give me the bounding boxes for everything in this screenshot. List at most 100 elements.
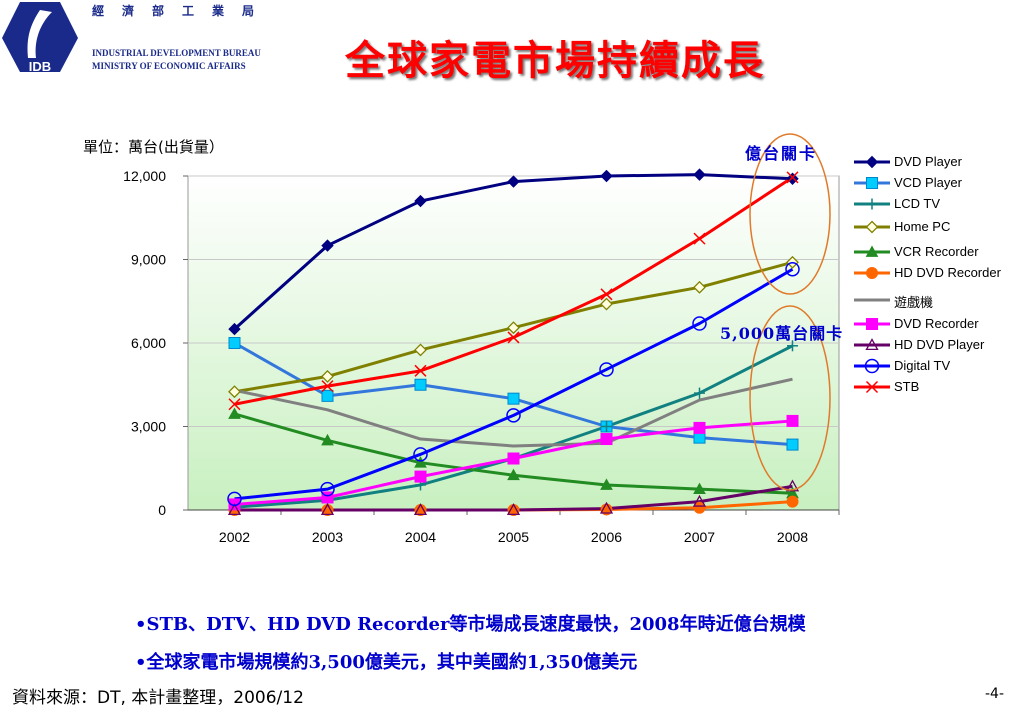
data-point-dvd-player	[786, 172, 799, 185]
data-point-dvd-recorder	[507, 452, 520, 465]
annotation-5000: 5,000萬台關卡	[720, 324, 844, 343]
note-bullet-1: •STB、DTV、HD DVD Recorder等市場成長速度最快，2008年時…	[135, 614, 806, 635]
annotation-ellipse-top	[749, 133, 831, 295]
note-bullet-2: •全球家電市場規模約3,500億美元，其中美國約1,350億美元	[135, 652, 638, 673]
data-point-lcd-tv	[601, 421, 612, 432]
data-point-lcd-tv	[694, 387, 705, 399]
series-line-digital-tv	[234, 267, 794, 501]
legend-label: HD DVD Player	[894, 337, 985, 352]
data-point-vcr-recorder	[507, 468, 520, 481]
legend-label: VCD Player	[894, 175, 962, 190]
data-point-home-pc	[600, 297, 613, 311]
y-tick-label: 12,000	[123, 168, 166, 184]
x-tick-label: 2008	[777, 529, 808, 545]
data-point-dvd-recorder	[321, 491, 334, 504]
data-point-vcr-recorder	[600, 478, 613, 490]
data-point-stb	[414, 364, 427, 377]
legend-marker-icon	[864, 358, 880, 374]
legend-swatch	[854, 245, 890, 257]
legend-marker-icon	[866, 177, 878, 189]
y-tick-label: 9,000	[131, 252, 166, 268]
markers-group	[227, 168, 800, 516]
source-note: 資料來源：DT, 本計畫整理，2006/12	[12, 688, 304, 708]
legend-item-digital-tv: Digital TV	[852, 356, 1022, 376]
legend-item-dvd-recorder: DVD Recorder	[852, 314, 1022, 334]
data-point-vcd-player	[414, 378, 427, 391]
data-point-home-pc	[507, 321, 520, 335]
data-point-vcr-recorder	[321, 433, 334, 446]
data-point-digital-tv	[599, 362, 614, 377]
data-point-dvd-player	[507, 175, 520, 188]
data-point-digital-tv	[320, 481, 335, 497]
org-name-zh: 經濟部工業局	[92, 4, 273, 18]
legend-swatch	[854, 198, 890, 210]
legend-item-hd-dvd-player: HD DVD Player	[852, 335, 1022, 355]
page-number: -4-	[985, 686, 1005, 702]
legend-swatch	[854, 298, 890, 302]
data-point-hd-dvd-recorder	[693, 501, 706, 514]
legend-item-home-pc: Home PC	[852, 217, 1022, 237]
y-tick-label: 0	[158, 502, 166, 518]
y-tick-label: 3,000	[131, 419, 166, 435]
x-tick-label: 2002	[219, 529, 250, 545]
x-tick-label: 2003	[312, 529, 343, 545]
series-line-game-console	[234, 377, 793, 448]
legend-label: Home PC	[894, 219, 951, 234]
legend-marker-icon	[865, 245, 879, 257]
legend-marker-icon	[865, 380, 879, 394]
data-point-dvd-player	[693, 168, 706, 181]
data-point-hd-dvd-player	[785, 479, 800, 492]
y-tick-label: 6,000	[131, 335, 166, 351]
data-point-lcd-tv	[787, 340, 798, 352]
legend-item-dvd-player: DVD Player	[852, 152, 1022, 172]
x-tick-label: 2005	[498, 529, 529, 545]
data-point-home-pc	[414, 343, 427, 357]
data-point-vcr-recorder	[414, 456, 427, 468]
data-point-vcr-recorder	[693, 482, 706, 495]
data-point-dvd-recorder	[600, 433, 613, 446]
legend-label: STB	[894, 379, 920, 394]
data-point-stb	[786, 171, 799, 184]
legend-swatch	[854, 318, 890, 330]
annotation-100m: 億台關卡	[745, 144, 818, 163]
x-tick-label: 2004	[405, 529, 436, 545]
legend-marker-icon	[866, 198, 878, 210]
data-point-dvd-player	[600, 169, 613, 183]
unit-label: 單位：萬台(出貨量）	[83, 138, 224, 156]
data-point-hd-dvd-player	[320, 503, 335, 516]
data-point-digital-tv	[506, 408, 521, 423]
logo-text: IDB	[29, 59, 51, 74]
org-name-en-line2: MINISTRY OF ECONOMIC AFFAIRS	[92, 61, 246, 71]
annotation-ellipse-bottom	[749, 305, 831, 491]
data-point-hd-dvd-recorder	[786, 495, 799, 508]
data-point-home-pc	[693, 280, 706, 294]
idb-logo: IDB	[2, 2, 78, 74]
data-point-vcd-player	[228, 337, 241, 349]
data-point-dvd-player	[321, 239, 334, 252]
legend-item-stb: STB	[852, 377, 1022, 397]
axes: 0 3,000 6,000 9,000 12,000 2002 2003 2004 2005 20…	[123, 168, 840, 545]
data-point-dvd-recorder	[786, 414, 799, 427]
logo-hexagon-icon	[2, 2, 78, 72]
legend-label: VCR Recorder	[894, 244, 979, 259]
data-point-hd-dvd-player	[227, 503, 242, 516]
x-tick-label: 2006	[591, 529, 622, 545]
data-point-digital-tv	[692, 316, 707, 331]
page-title: 全球家電市場持續成長	[345, 37, 765, 84]
data-point-dvd-recorder	[693, 421, 706, 434]
legend-item-vcd-player: VCD Player	[852, 173, 1022, 193]
legend-marker-icon	[866, 318, 878, 330]
data-point-digital-tv	[785, 261, 800, 277]
data-point-stb	[600, 288, 613, 301]
data-point-stb	[321, 380, 334, 393]
legend-label: Digital TV	[894, 358, 951, 373]
data-point-hd-dvd-player	[599, 501, 614, 514]
data-point-hd-dvd-player	[413, 503, 428, 516]
legend-marker-icon	[865, 338, 879, 351]
x-tick-label: 2007	[684, 529, 715, 545]
data-point-vcd-player	[507, 392, 520, 405]
legend-swatch	[854, 155, 890, 169]
data-point-vcd-player	[321, 389, 334, 402]
data-point-stb	[693, 232, 706, 245]
